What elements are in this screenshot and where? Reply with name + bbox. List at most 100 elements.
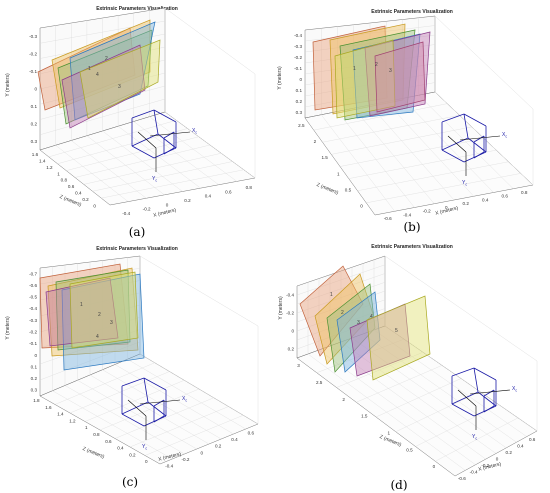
y-tick-label: -0.4 (286, 293, 294, 298)
y-tick-label: 0.1 (31, 364, 38, 369)
board-index: 3 (118, 84, 121, 90)
x-tick-label: 0.8 (246, 185, 253, 190)
camera-icon: Xc Yc (441, 113, 507, 187)
z-axis-label: Z (meters) (379, 434, 403, 448)
calibration-board (57, 29, 153, 125)
grid-box (39, 255, 259, 465)
z-tick-label: 1.2 (69, 418, 76, 423)
y-axis-label: Y (meters) (278, 296, 284, 320)
extrinsic-plot-d: Extrinsic Parameters Visualization 1 2 3 4 5… (278, 244, 538, 492)
z-tick-label: 0 (145, 459, 148, 464)
y-ticks: -0.3 -0.2 -0.1 0 0.1 0.2 0.3 (29, 34, 37, 144)
boards: 1 2 3 4 (39, 263, 145, 371)
x-tick-label: -0.2 (423, 209, 431, 214)
calibration-board (61, 44, 146, 129)
y-axis-label: Y (meters) (5, 73, 11, 97)
z-ticks: 2.5 2 1.5 1 0.5 0 (298, 123, 363, 209)
z-tick-label: 0.8 (61, 178, 68, 183)
calibration-board (51, 19, 151, 109)
board-index: 2 (341, 310, 344, 316)
x-tick-label: 0.2 (215, 444, 222, 449)
calibration-board (374, 41, 426, 113)
y-tick-label: -0.4 (29, 306, 37, 311)
calibration-board (45, 277, 119, 347)
grid-box (304, 15, 534, 216)
x-tick-label: 0.6 (248, 430, 255, 435)
camera-y-label: Yc (152, 176, 157, 183)
plot-title: Extrinsic Parameters Visualization (96, 6, 178, 12)
camera-x-label: Xc (182, 396, 187, 403)
x-axis-label: X (meters) (153, 207, 177, 219)
z-axis-label: Z (meters) (316, 182, 340, 196)
caption: (a) (129, 225, 146, 239)
plot-title: Extrinsic Parameters Visualization (371, 9, 453, 15)
x-axis-label: X (meters) (158, 451, 182, 463)
camera-icon: Xc Yc (121, 377, 187, 451)
y-tick-label: -0.1 (29, 341, 37, 346)
x-tick-label: -0.2 (143, 207, 151, 212)
x-ticks: -0.4 -0.2 0 0.2 0.4 0.6 0.8 (122, 185, 252, 216)
z-tick-label: 0.2 (129, 452, 136, 457)
y-tick-label: 0.3 (296, 110, 303, 115)
boards: 1 2 3 4 (37, 19, 161, 129)
calibration-board (329, 23, 406, 115)
y-tick-label: -0.1 (294, 66, 302, 71)
y-axis-label: Y (meters) (5, 316, 11, 340)
calibration-board (334, 39, 396, 119)
z-ticks: 1.8 1.6 1.4 1.2 1 0.8 0.6 0.4 0.2 0 (33, 398, 148, 464)
x-axis-label: X (meters) (435, 205, 459, 217)
x-ticks: -0.6 -0.4 -0.2 0 0.2 0.4 0.6 0.8 (384, 190, 528, 221)
calibration-board (326, 283, 376, 373)
x-tick-label: 0.4 (205, 194, 212, 199)
x-tick-label: -0.6 (384, 216, 392, 221)
calibration-board (364, 31, 431, 117)
camera-icon: Xc Yc (451, 367, 517, 441)
calibration-board (39, 263, 129, 349)
y-ticks: -0.7 -0.6 -0.5 -0.4 -0.3 -0.2 -0.1 0 0.1 0.2 0.3 (29, 271, 37, 392)
calibration-board (61, 273, 145, 371)
z-tick-label: 0 (93, 203, 96, 208)
z-tick-label: 1 (387, 430, 390, 435)
z-tick-label: 1.2 (46, 165, 53, 170)
calibration-board (366, 295, 431, 381)
z-tick-label: 2.5 (298, 123, 305, 128)
x-ticks: -0.6 -0.4-0.2 0 0.2 0.4 0.6 (458, 437, 536, 481)
y-tick-label: -0.6 (29, 283, 37, 288)
camera-x-label: Xc (192, 128, 197, 135)
x-tick-label: 0 (166, 202, 169, 207)
board-index: 4 (96, 334, 99, 340)
z-tick-label: 1 (85, 425, 88, 430)
z-tick-label: 2.5 (316, 380, 323, 385)
extrinsic-plot-a: Extrinsic Parameters Visualization 1234 … (5, 6, 256, 239)
x-tick-label: -0.2 (481, 463, 489, 468)
y-tick-label: -0.2 (286, 311, 294, 316)
y-tick-label: 0.3 (31, 388, 38, 393)
z-ticks: 3 2.5 2 1.5 1 0.5 0 (297, 363, 435, 469)
x-tick-label: -0.4 (403, 212, 411, 217)
y-tick-label: -0.7 (29, 271, 37, 276)
board-index: 4 (370, 314, 373, 320)
x-tick-label: 0 (445, 205, 448, 210)
y-tick-label: 0 (34, 353, 37, 358)
x-tick-label: 0.6 (502, 194, 509, 199)
x-tick-label: 0.4 (231, 437, 238, 442)
x-tick-label: 0.6 (529, 437, 536, 442)
y-tick-label: 0.3 (31, 139, 38, 144)
z-tick-label: 0.6 (68, 184, 75, 189)
y-tick-label: -0.2 (29, 52, 37, 57)
z-tick-label: 0.5 (345, 188, 352, 193)
board-index: 1 (80, 302, 83, 308)
z-tick-label: 0.5 (406, 447, 413, 452)
board-index: 1 (88, 66, 91, 72)
calibration-board (79, 39, 161, 119)
camera-y-label: Yc (462, 180, 467, 187)
x-tick-label: -0.6 (458, 476, 466, 481)
x-tick-label: 0 (496, 457, 499, 462)
x-tick-label: -0.2 (182, 457, 190, 462)
x-tick-label: 0.8 (521, 190, 528, 195)
y-tick-label: 0.1 (296, 88, 303, 93)
x-axis-label: X (meters) (478, 461, 502, 473)
y-tick-label: 0 (291, 329, 294, 334)
y-tick-label: 0.2 (31, 121, 38, 126)
